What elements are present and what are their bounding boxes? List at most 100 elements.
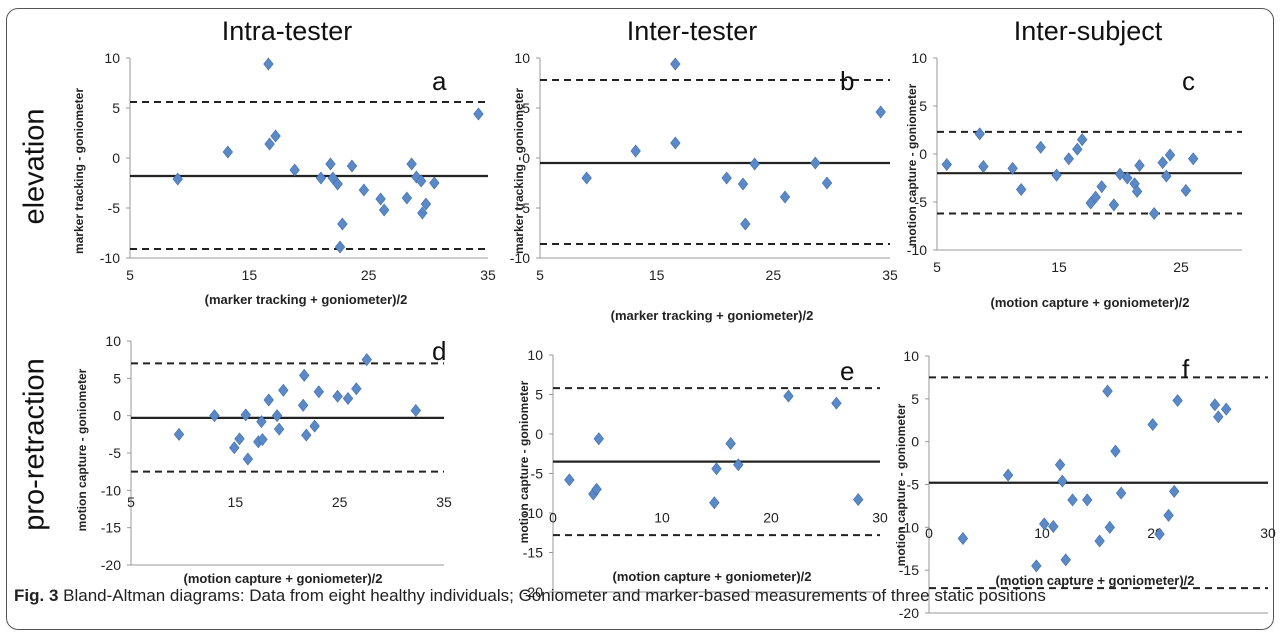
- data-point: [256, 415, 267, 429]
- data-point: [749, 157, 760, 171]
- data-point: [270, 129, 281, 143]
- y-tick-label: -5: [915, 194, 928, 210]
- data-point: [1057, 474, 1068, 488]
- data-point: [1122, 171, 1133, 185]
- data-point: [978, 159, 989, 173]
- data-point: [263, 57, 274, 71]
- data-point: [401, 191, 413, 205]
- y-axis-label: motion capture - goniometer: [905, 83, 919, 246]
- data-point: [670, 57, 681, 71]
- y-tick-label: -5: [518, 200, 531, 216]
- x-tick-label: 25: [766, 267, 782, 283]
- x-tick-label: 25: [361, 267, 377, 283]
- panel-letter: e: [840, 356, 854, 386]
- data-point: [1164, 148, 1176, 162]
- y-tick-label: 0: [919, 146, 927, 162]
- data-point: [1147, 418, 1158, 432]
- data-point: [264, 137, 275, 151]
- y-tick-label: 0: [112, 150, 120, 166]
- y-axis-label: motion capture - goniometer: [517, 380, 531, 543]
- x-tick-label: 30: [872, 509, 888, 525]
- data-point: [630, 144, 641, 158]
- caption-text: Bland-Altman diagrams: Data from eight h…: [63, 586, 1046, 605]
- data-point: [1076, 133, 1088, 147]
- data-point: [1110, 444, 1121, 458]
- data-point: [591, 482, 602, 496]
- x-tick-label: 5: [933, 259, 941, 275]
- data-point: [1115, 486, 1127, 500]
- data-point: [1067, 493, 1078, 507]
- data-point: [1094, 534, 1105, 548]
- data-point: [831, 396, 842, 410]
- data-point: [172, 172, 183, 186]
- x-axis-label: (marker tracking + goniometer)/2: [205, 292, 408, 307]
- data-point: [1039, 517, 1050, 531]
- data-point: [1161, 169, 1172, 183]
- x-axis-label: (marker tracking + goniometer)/2: [611, 308, 814, 323]
- y-tick-label: -10: [100, 250, 120, 266]
- y-tick-label: -10: [523, 505, 543, 521]
- data-point: [1163, 508, 1174, 522]
- data-point: [1048, 519, 1059, 533]
- data-point: [1002, 468, 1014, 482]
- data-point: [378, 203, 390, 217]
- data-point: [415, 174, 427, 188]
- data-point: [1134, 159, 1145, 173]
- y-tick-label: 5: [113, 370, 121, 386]
- data-point: [721, 171, 732, 185]
- data-point: [853, 493, 864, 507]
- data-point: [1131, 184, 1143, 198]
- data-point: [1154, 527, 1165, 541]
- y-tick-label: -10: [907, 242, 927, 258]
- panel-d: 10 5 0 -5 -10 -15 -20 5 15 25 35 d (motion capture +…: [75, 333, 452, 586]
- data-point: [234, 432, 245, 446]
- data-point: [332, 177, 343, 191]
- data-point: [670, 136, 681, 150]
- data-point: [361, 353, 372, 367]
- panel-letter: a: [432, 66, 447, 96]
- x-tick-label: 35: [480, 267, 496, 283]
- data-point: [429, 176, 440, 190]
- y-tick-label: 0: [535, 426, 543, 442]
- data-point: [974, 127, 985, 141]
- column-title-intra-tester: Intra-tester: [221, 16, 353, 46]
- data-point: [473, 107, 484, 121]
- data-point: [342, 392, 354, 405]
- y-axis-label: motion capture - goniometer: [75, 368, 89, 531]
- data-point: [411, 170, 422, 184]
- data-point: [1188, 152, 1199, 166]
- data-point: [711, 462, 722, 476]
- x-tick-label: 30: [1260, 525, 1276, 541]
- data-point: [957, 531, 969, 545]
- data-point: [564, 473, 575, 487]
- panel-letter: f: [1182, 354, 1190, 384]
- y-tick-label: -15: [899, 562, 919, 578]
- caption-label: Fig. 3: [14, 586, 59, 605]
- x-axis-label: (motion capture + goniometer)/2: [613, 569, 812, 584]
- y-tick-label: -20: [523, 584, 543, 600]
- data-point: [257, 433, 268, 447]
- data-point: [1172, 394, 1183, 408]
- y-tick-label: -15: [523, 545, 543, 561]
- data-point: [209, 409, 220, 423]
- x-tick-label: 20: [763, 509, 779, 525]
- y-tick-label: 0: [522, 150, 530, 166]
- data-point: [278, 383, 289, 397]
- data-point: [1114, 167, 1126, 181]
- panel-a: 10 5 0 -5 -10 5 15 25 35 a (marker tracking + goni…: [72, 50, 496, 307]
- data-point: [1051, 168, 1062, 182]
- data-point: [297, 398, 309, 412]
- data-point: [1054, 458, 1066, 472]
- y-tick-label: -5: [108, 200, 121, 216]
- data-point: [737, 177, 749, 191]
- data-point: [1007, 161, 1018, 175]
- y-tick-label: 10: [514, 50, 530, 66]
- y-tick-label: 10: [527, 347, 543, 363]
- data-point: [1060, 553, 1071, 567]
- data-point: [1063, 152, 1074, 166]
- data-point: [222, 145, 234, 159]
- x-axis-label: (motion capture + goniometer)/2: [184, 571, 383, 586]
- y-tick-label: -15: [101, 520, 121, 536]
